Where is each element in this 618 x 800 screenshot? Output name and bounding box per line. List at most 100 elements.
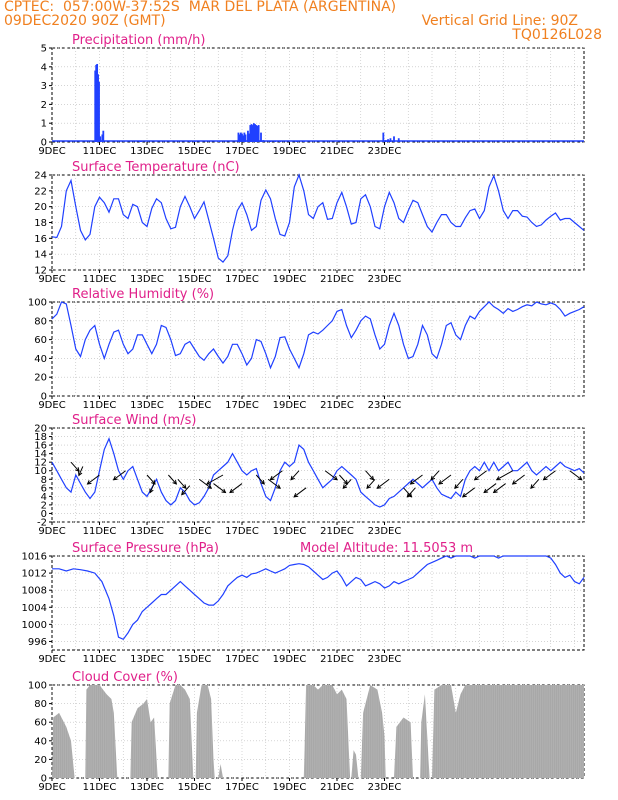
panel-2: 0 20 40 60 80 100 9DEC 11DEC 13DEC 15DEC 17DEC 19DE…	[28, 287, 585, 411]
wind-arrow-head	[483, 488, 489, 494]
precip-bar	[255, 125, 258, 142]
precip-bar	[96, 63, 99, 143]
y-tick-label: 0	[41, 509, 47, 520]
y-tick-label: 16	[34, 441, 47, 452]
x-tick-label: 19DEC	[273, 400, 307, 411]
wind-arrow-head	[492, 488, 498, 494]
y-tick-label: 10	[34, 466, 47, 477]
y-tick-label: 12	[34, 458, 47, 469]
x-tick-label: 13DEC	[130, 146, 164, 157]
wind-arrow	[206, 474, 224, 485]
series-line	[51, 301, 585, 370]
precip-bar	[241, 133, 243, 142]
wind-arrow	[290, 470, 300, 481]
x-tick-label: 23DEC	[368, 654, 402, 665]
precip-bar	[260, 132, 262, 142]
y-tick-label: 14	[34, 449, 47, 460]
wind-arrow	[177, 478, 187, 489]
wind-arrow-head	[430, 475, 436, 481]
wind-arrow-head	[206, 480, 212, 485]
wind-arrow-head	[75, 467, 80, 472]
header-model-code: TQ0126L028	[512, 27, 602, 43]
wind-arrow-head	[181, 490, 186, 496]
header-date: 09DEC2020 90Z (GMT)	[4, 13, 166, 29]
panel-0: 0 1 2 3 4 5 9DEC 11DEC 13DEC 15DEC 17DEC 19DEC 21DEC…	[38, 33, 585, 157]
precip-bar	[387, 139, 389, 142]
y-tick-label: 1008	[22, 586, 47, 597]
x-tick-label: 11DEC	[83, 400, 117, 411]
precip-bar	[99, 136, 102, 142]
wind-arrow	[146, 474, 156, 485]
precip-bar	[101, 134, 104, 142]
wind-arrow-head	[454, 484, 459, 490]
wind-arrow-head	[269, 475, 275, 481]
precip-bar	[274, 141, 277, 142]
panel-title: Cloud Cover (%)	[72, 670, 178, 685]
x-tick-label: 21DEC	[320, 400, 354, 411]
wind-arrow	[512, 474, 525, 485]
y-tick-label: 60	[34, 718, 47, 729]
header-location: CPTEC: 057:00W-37:52S MAR DEL PLATA (ARG…	[4, 0, 397, 15]
series-line	[51, 437, 585, 508]
series-line	[52, 555, 585, 641]
y-tick-label: 18	[34, 432, 47, 443]
wind-arrow	[496, 470, 513, 481]
x-tick-label: 9DEC	[38, 400, 65, 411]
precip-bar	[384, 140, 387, 142]
precip-bar	[254, 124, 256, 142]
x-tick-label: 15DEC	[178, 146, 212, 157]
wind-arrow-head	[172, 479, 178, 485]
panel-frame	[51, 427, 585, 523]
wind-arrow	[213, 483, 226, 493]
panel-5: 0 20 40 60 80 100 9DEC 11DEC 13DEC 15DEC 17DEC 19DE…	[28, 670, 585, 793]
wind-arrow-head	[290, 475, 295, 481]
panel-4: 996 1000 1004 1008 1012 1016 9DEC 11DEC 13DEC 15D…	[22, 541, 585, 665]
precip-bar	[238, 134, 241, 142]
precip-bar	[256, 126, 259, 142]
precip-bar	[97, 74, 99, 142]
panel-annotation: Model Altitude: 11.5053 m	[300, 541, 473, 556]
x-tick-label: 17DEC	[225, 400, 259, 411]
wind-arrow	[267, 478, 281, 489]
x-tick-label: 21DEC	[320, 782, 354, 793]
wind-arrow	[168, 474, 177, 485]
precip-bar	[188, 141, 191, 142]
panel-frame	[51, 47, 585, 143]
wind-arrow-head	[473, 475, 479, 481]
y-tick-label: 0	[41, 774, 47, 785]
wind-arrow-head	[366, 484, 371, 490]
wind-arrow-head	[409, 480, 415, 485]
precip-bar	[382, 132, 385, 142]
precip-bar	[237, 132, 240, 142]
wind-arrow-head	[342, 484, 348, 490]
x-tick-label: 17DEC	[225, 654, 259, 665]
y-tick-label: 22	[34, 186, 47, 197]
x-tick-label: 15DEC	[178, 274, 212, 285]
wind-arrow-head	[221, 488, 227, 494]
precip-bar	[250, 124, 253, 142]
x-tick-label: 21DEC	[320, 146, 354, 157]
x-tick-label: 9DEC	[38, 146, 65, 157]
wind-arrow	[483, 483, 497, 493]
wind-arrow	[181, 485, 191, 496]
y-tick-label: -2	[37, 518, 47, 529]
x-tick-label: 13DEC	[130, 782, 164, 793]
y-tick-label: 6	[41, 483, 47, 494]
wind-arrow-head	[78, 471, 83, 477]
wind-arrow	[342, 478, 352, 489]
y-tick-label: 2	[41, 100, 47, 111]
y-tick-label: 24	[34, 171, 47, 182]
wind-arrow	[293, 487, 307, 498]
wind-arrow	[324, 470, 338, 481]
wind-arrow	[78, 466, 84, 476]
wind-arrow-head	[293, 492, 299, 498]
wind-arrow	[410, 474, 423, 485]
y-tick-label: 60	[34, 335, 47, 346]
precip-bar	[243, 132, 246, 142]
y-tick-label: 2	[41, 500, 47, 511]
x-tick-label: 17DEC	[225, 782, 259, 793]
wind-arrow-head	[112, 475, 118, 481]
precip-bar	[302, 141, 305, 142]
wind-arrow-head	[229, 488, 235, 494]
